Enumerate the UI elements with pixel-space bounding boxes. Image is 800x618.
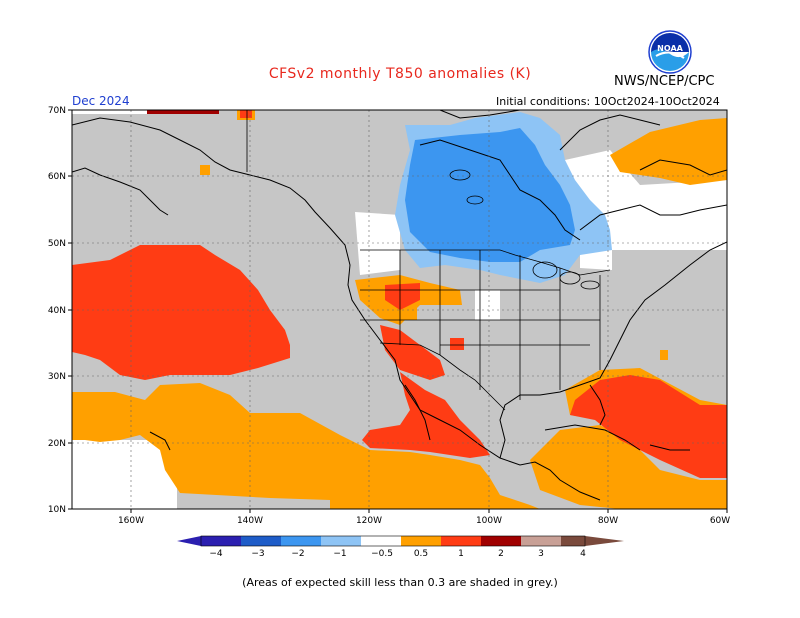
anomaly-2-to-3 [147,110,219,114]
colorbar-high-arrow [585,536,624,546]
lon-label: 100W [476,516,502,526]
lon-label: 160W [118,516,144,526]
colorbar-label: −4 [209,549,223,559]
colorbar-label: 3 [538,549,544,559]
lon-label: 60W [710,516,730,526]
colorbar-label: 0.5 [414,549,428,559]
lat-label: 40N [48,306,66,316]
colorbar-segment [281,536,321,546]
colorbar-segment [201,536,241,546]
noaa-logo-text: NOAA [657,44,683,53]
agency-label: NWS/NCEP/CPC [614,74,715,89]
colorbar-label: −0.5 [371,549,393,559]
colorbar: −4 −3 −2 −1 −0.5 0.5 1 2 3 4 [177,535,624,559]
lat-axis: 70N 60N 50N 40N 30N 20N 10N [48,106,72,515]
lat-label: 20N [48,439,66,449]
colorbar-label: 4 [580,549,586,559]
colorbar-segment [321,536,361,546]
noaa-logo: NOAA [648,30,692,74]
lon-axis: 160W 140W 120W 100W 80W 60W [118,509,730,526]
anomaly-1-to-2 [72,110,727,478]
forecast-month: Dec 2024 [72,94,130,108]
political-borders [246,110,611,411]
colorbar-label: −2 [291,549,304,559]
colorbar-segment [401,536,441,546]
lat-label: 30N [48,372,66,382]
coastlines [72,110,727,501]
colorbar-segment [561,536,585,546]
colorbar-label: 2 [498,549,504,559]
colorbar-segment [441,536,481,546]
lat-label: 60N [48,172,66,182]
lon-label: 120W [356,516,382,526]
chart-title: CFSv2 monthly T850 anomalies (K) [268,66,532,82]
colorbar-low-arrow [177,536,201,546]
lat-label: 10N [48,505,66,515]
colorbar-segment [481,536,521,546]
lat-label: 70N [48,106,66,116]
anomaly-neg2-to-neg1 [405,128,575,262]
lakes [449,169,600,290]
colorbar-label: 1 [458,549,464,559]
lat-label: 50N [48,239,66,249]
colorbar-segment [361,536,401,546]
colorbar-label: −3 [251,549,264,559]
colorbar-label: −1 [333,549,346,559]
lon-label: 80W [598,516,618,526]
lon-label: 140W [237,516,263,526]
gridlines [72,110,727,509]
initial-conditions: Initial conditions: 10Oct2024-10Oct2024 [496,95,720,108]
skill-footnote: (Areas of expected skill less than 0.3 a… [242,576,558,589]
colorbar-segment [241,536,281,546]
colorbar-segment [521,536,561,546]
